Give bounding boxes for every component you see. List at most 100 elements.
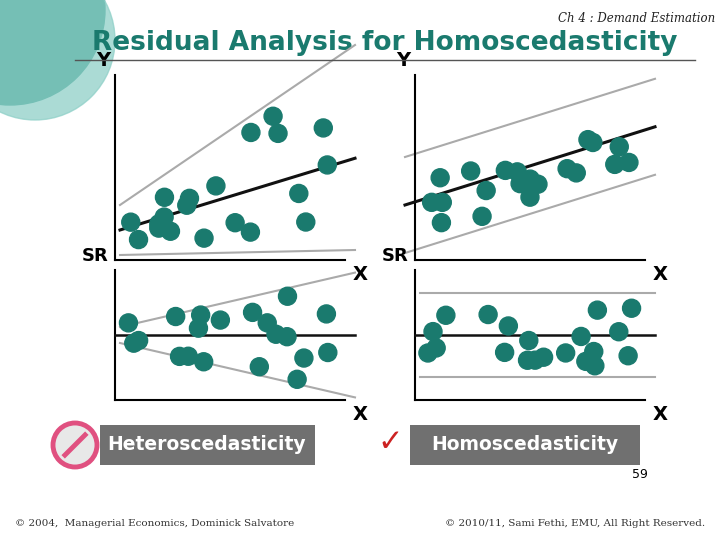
Circle shape [212, 311, 230, 329]
Circle shape [318, 305, 336, 323]
FancyBboxPatch shape [100, 425, 315, 465]
Circle shape [437, 306, 455, 325]
Circle shape [473, 207, 491, 225]
Circle shape [427, 339, 445, 357]
Circle shape [462, 162, 480, 180]
Circle shape [557, 344, 575, 362]
Circle shape [53, 423, 97, 467]
Text: Heteroscedasticity: Heteroscedasticity [108, 435, 306, 455]
Circle shape [567, 164, 585, 182]
Circle shape [241, 223, 259, 241]
Circle shape [295, 349, 313, 367]
Circle shape [577, 353, 595, 370]
Circle shape [423, 193, 441, 211]
Circle shape [0, 0, 105, 105]
Text: © 2010/11, Sami Fethi, EMU, All Right Reserved.: © 2010/11, Sami Fethi, EMU, All Right Re… [445, 519, 705, 528]
Circle shape [619, 347, 637, 364]
Circle shape [278, 328, 296, 346]
Circle shape [620, 153, 638, 171]
Circle shape [242, 124, 260, 141]
Circle shape [166, 307, 184, 326]
Circle shape [178, 196, 196, 214]
Circle shape [155, 208, 173, 226]
Text: X: X [353, 265, 368, 284]
Circle shape [433, 193, 451, 211]
Circle shape [264, 107, 282, 125]
Circle shape [279, 287, 297, 305]
Circle shape [424, 322, 442, 341]
Circle shape [579, 131, 597, 149]
Circle shape [623, 299, 641, 317]
Circle shape [318, 156, 336, 174]
Circle shape [529, 175, 547, 193]
Circle shape [243, 303, 261, 321]
Circle shape [521, 188, 539, 206]
Circle shape [431, 169, 449, 187]
Circle shape [606, 156, 624, 173]
Circle shape [150, 219, 168, 237]
Circle shape [495, 343, 513, 361]
Text: X: X [653, 405, 668, 424]
Circle shape [319, 343, 337, 361]
Circle shape [315, 119, 333, 137]
Circle shape [207, 177, 225, 195]
Text: ✓: ✓ [377, 429, 402, 457]
Circle shape [508, 163, 526, 181]
Circle shape [130, 332, 148, 349]
Circle shape [610, 323, 628, 341]
Text: SR: SR [81, 247, 109, 265]
Circle shape [433, 214, 451, 232]
Circle shape [150, 215, 168, 233]
Circle shape [521, 170, 539, 188]
Circle shape [419, 344, 437, 362]
Circle shape [584, 133, 602, 152]
Circle shape [156, 188, 174, 206]
Circle shape [526, 351, 544, 369]
Circle shape [297, 213, 315, 231]
Text: Residual Analysis for Homoscedasticity: Residual Analysis for Homoscedasticity [92, 30, 678, 56]
Text: SR: SR [382, 247, 408, 265]
Circle shape [585, 342, 603, 361]
Circle shape [171, 347, 189, 366]
Text: 59: 59 [632, 469, 648, 482]
Text: Y: Y [96, 51, 110, 70]
Circle shape [496, 161, 514, 179]
Text: Y: Y [396, 51, 410, 70]
Circle shape [479, 306, 497, 323]
Text: X: X [653, 265, 668, 284]
Circle shape [189, 319, 207, 337]
FancyBboxPatch shape [410, 425, 640, 465]
Text: © 2004,  Managerial Economics, Dominick Salvatore: © 2004, Managerial Economics, Dominick S… [15, 519, 294, 528]
Circle shape [194, 353, 212, 371]
Circle shape [181, 190, 199, 207]
Text: Homoscedasticity: Homoscedasticity [431, 435, 618, 455]
Circle shape [258, 314, 276, 332]
Circle shape [122, 213, 140, 231]
Circle shape [226, 214, 244, 232]
Circle shape [195, 229, 213, 247]
Circle shape [192, 306, 210, 324]
Circle shape [290, 185, 308, 202]
Circle shape [0, 0, 115, 120]
Circle shape [611, 138, 629, 156]
Circle shape [288, 370, 306, 388]
Circle shape [251, 357, 269, 376]
Circle shape [572, 327, 590, 346]
Circle shape [518, 351, 536, 369]
Circle shape [534, 348, 552, 366]
Circle shape [130, 231, 148, 248]
Text: X: X [353, 405, 368, 424]
Circle shape [520, 332, 538, 349]
Circle shape [500, 317, 518, 335]
Circle shape [511, 174, 529, 193]
Circle shape [267, 325, 285, 343]
Circle shape [477, 181, 495, 200]
Circle shape [558, 160, 576, 178]
Circle shape [125, 334, 143, 352]
Circle shape [586, 357, 604, 375]
Circle shape [179, 347, 197, 365]
Circle shape [161, 222, 179, 240]
Circle shape [269, 124, 287, 143]
Circle shape [588, 301, 606, 319]
Text: Ch 4 : Demand Estimation: Ch 4 : Demand Estimation [558, 12, 715, 25]
